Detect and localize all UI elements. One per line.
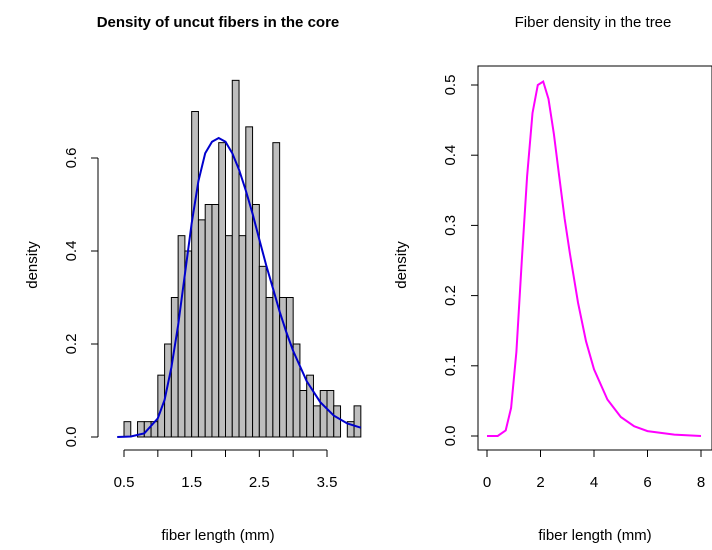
x-axis: 0 2 4 6 8: [483, 449, 705, 491]
histogram-bar: [184, 250, 193, 438]
y-tick-label: 0.4: [63, 241, 80, 262]
histogram-bar: [265, 297, 274, 438]
x-axis-title: fiber length (mm): [538, 527, 651, 544]
y-tick-label: 0.6: [63, 148, 80, 169]
x-tick-label: 0.5: [114, 474, 135, 491]
histogram-bar: [319, 390, 328, 438]
x-tick-label: 2: [536, 474, 544, 491]
x-tick-label: 8: [697, 474, 705, 491]
y-axis: 0.0 0.2 0.4 0.6: [63, 148, 99, 448]
histogram-title: Density of uncut fibers in the core: [97, 14, 340, 31]
histogram-bar: [211, 204, 220, 438]
histogram-bar: [258, 265, 267, 438]
histogram-bar: [333, 405, 342, 438]
y-tick-label: 0.5: [442, 75, 459, 96]
histogram-bar: [353, 405, 362, 438]
histogram-bar: [299, 390, 308, 438]
density-title: Fiber density in the tree: [515, 14, 672, 31]
y-tick-label: 0.4: [442, 145, 459, 166]
y-tick-label: 0.2: [442, 285, 459, 306]
histogram-bar: [231, 79, 240, 438]
histogram-bar: [285, 297, 294, 438]
x-tick-label: 2.5: [249, 474, 270, 491]
histogram-bar: [157, 374, 166, 438]
histogram-bars: [123, 79, 362, 438]
y-tick-label: 0.0: [63, 427, 80, 448]
density-panel: Fiber density in the tree 0.00.10.20.30.…: [393, 14, 712, 544]
histogram-bar: [197, 219, 206, 438]
y-tick-label: 0.3: [442, 215, 459, 236]
y-tick-label: 0.1: [442, 355, 459, 376]
y-tick-label: 0.2: [63, 334, 80, 355]
x-axis-title: fiber length (mm): [161, 527, 274, 544]
histogram-bar: [279, 297, 287, 438]
histogram-bar: [177, 235, 186, 438]
x-tick-label: 3.5: [317, 474, 338, 491]
histogram-bar: [191, 111, 199, 438]
y-axis-title: density: [24, 241, 41, 289]
histogram-bar: [312, 405, 321, 438]
x-axis: 0.5 1.5 2.5 3.5: [114, 449, 338, 491]
y-axis-title: density: [393, 241, 410, 289]
x-tick-label: 1.5: [181, 474, 202, 491]
density-curve: [117, 136, 362, 438]
histogram-bar: [204, 204, 213, 438]
x-tick-label: 0: [483, 474, 491, 491]
histogram-bar: [238, 235, 247, 438]
y-tick-label: 0.0: [442, 426, 459, 447]
histogram-bar: [123, 421, 132, 438]
tree-density-curve: [487, 79, 702, 437]
histogram-bar: [245, 126, 254, 438]
y-axis: 0.0 0.1 0.2 0.3 0.4 0.5: [442, 75, 479, 447]
x-tick-label: 6: [643, 474, 651, 491]
histogram-panel: Density of uncut fibers in the core 0.00…: [24, 14, 362, 544]
histogram-bar: [225, 235, 233, 438]
x-tick-label: 4: [590, 474, 598, 491]
histogram-bar: [218, 142, 227, 438]
